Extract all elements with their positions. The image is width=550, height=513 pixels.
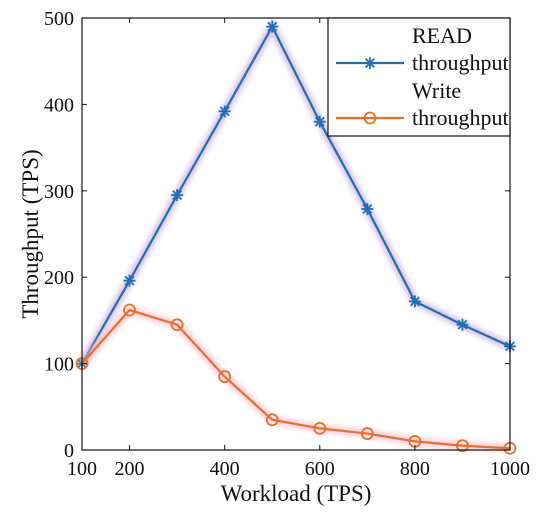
data-point [360,427,374,440]
data-point [361,202,374,215]
data-point [408,295,421,308]
chart-marks [75,17,517,455]
x-tick-label: 1000 [490,458,530,480]
x-tick-label: 600 [305,458,335,480]
legend-marker [363,111,377,125]
series-line [81,308,511,450]
legend-label: READ [412,23,472,48]
data-point [266,20,279,33]
legend-label: throughput [412,105,509,130]
legend-marker [364,57,376,69]
data-point [123,303,136,317]
series-write [75,303,517,455]
data-point [123,274,136,287]
data-point [313,421,327,435]
data-point [218,105,231,118]
legend-box [327,17,511,137]
y-tick-label: 400 [44,94,74,116]
y-tick-label: 100 [44,354,74,376]
series-line [81,24,511,365]
series-glow [78,304,511,453]
x-tick-label: 200 [115,458,145,480]
data-point [170,318,184,332]
x-axis-label: Workload (TPS) [221,481,372,506]
y-axis-label: Throughput (TPS) [18,149,43,318]
legend-label: Write [412,78,461,103]
data-point [218,370,232,383]
x-tick-label: 100 [67,458,97,480]
plot-frame [81,17,511,451]
legend-label: throughput [412,50,509,75]
data-point [265,413,279,427]
data-point [313,115,326,128]
y-tick-label: 0 [64,440,74,462]
data-point [456,318,469,331]
y-tick-label: 300 [44,181,74,203]
data-point [456,439,469,453]
data-point [171,189,184,202]
series-read [76,17,516,370]
x-tick-label: 400 [210,458,240,480]
y-tick-label: 500 [44,8,74,30]
x-tick-label: 800 [400,458,430,480]
y-tick-label: 200 [44,267,74,289]
